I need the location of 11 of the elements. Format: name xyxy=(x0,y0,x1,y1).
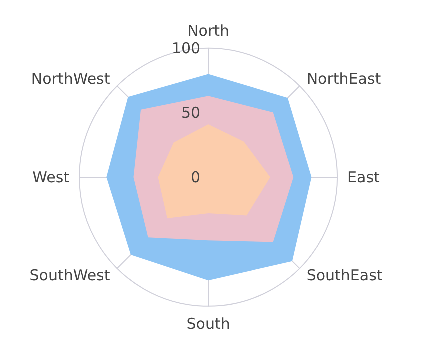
spoke-label: NorthWest xyxy=(31,70,110,88)
spoke-label: SouthEast xyxy=(306,266,383,285)
spoke-label: East xyxy=(348,168,380,186)
y-tick-label: 0 xyxy=(190,168,201,186)
spoke-label: West xyxy=(32,168,70,186)
y-tick-label: 50 xyxy=(181,104,201,122)
y-tick-label: 100 xyxy=(172,39,201,58)
spoke-label: North xyxy=(188,22,230,40)
spoke-label: SouthWest xyxy=(30,266,110,285)
spoke-label: South xyxy=(186,314,230,333)
spoke-label: NorthEast xyxy=(306,70,382,88)
